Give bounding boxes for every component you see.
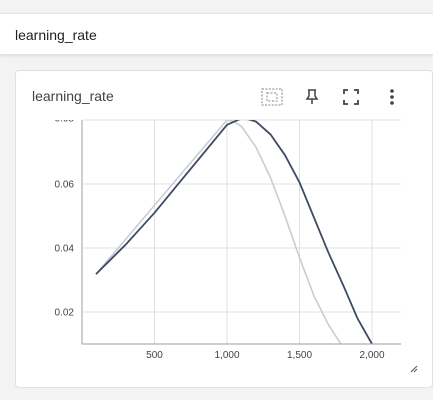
tick-labels: 500 1,000 1,500 2,000 0.02 0.04 0.06 0.08 bbox=[55, 114, 385, 361]
section-title: learning_rate bbox=[15, 27, 97, 43]
y-tick-label: 0.02 bbox=[55, 308, 75, 319]
x-tick-label: 500 bbox=[146, 350, 163, 361]
line-chart[interactable]: 500 1,000 1,500 2,000 0.02 0.04 0.06 0.08 bbox=[16, 71, 433, 388]
y-tick-label: 0.04 bbox=[55, 244, 75, 255]
raw-series-line bbox=[95, 120, 342, 344]
y-tick-label-top: 0.08 bbox=[55, 114, 75, 125]
fullscreen-icon bbox=[343, 89, 359, 105]
more-options-button[interactable] bbox=[380, 85, 404, 109]
smoothed-series-line bbox=[95, 120, 373, 344]
scalar-card: learning_rate 500 1,000 1,500 2,000 0.02 0.04… bbox=[15, 70, 433, 388]
x-tick-label: 2,000 bbox=[359, 350, 384, 361]
section-header: learning_rate bbox=[0, 13, 433, 55]
grid-lines bbox=[82, 119, 401, 344]
pin-button[interactable] bbox=[300, 85, 324, 109]
more-vert-icon bbox=[390, 89, 394, 105]
fit-domain-button[interactable] bbox=[260, 85, 284, 109]
axes bbox=[81, 120, 401, 345]
fit-domain-icon bbox=[261, 88, 283, 106]
fullscreen-button[interactable] bbox=[339, 85, 363, 109]
resize-handle-icon[interactable] bbox=[408, 363, 418, 373]
card-title: learning_rate bbox=[32, 88, 114, 104]
series-layer bbox=[95, 120, 373, 344]
pin-icon bbox=[305, 89, 319, 104]
x-tick-label: 1,000 bbox=[214, 350, 239, 361]
x-tick-label: 1,500 bbox=[287, 350, 312, 361]
y-tick-label: 0.06 bbox=[55, 180, 75, 191]
